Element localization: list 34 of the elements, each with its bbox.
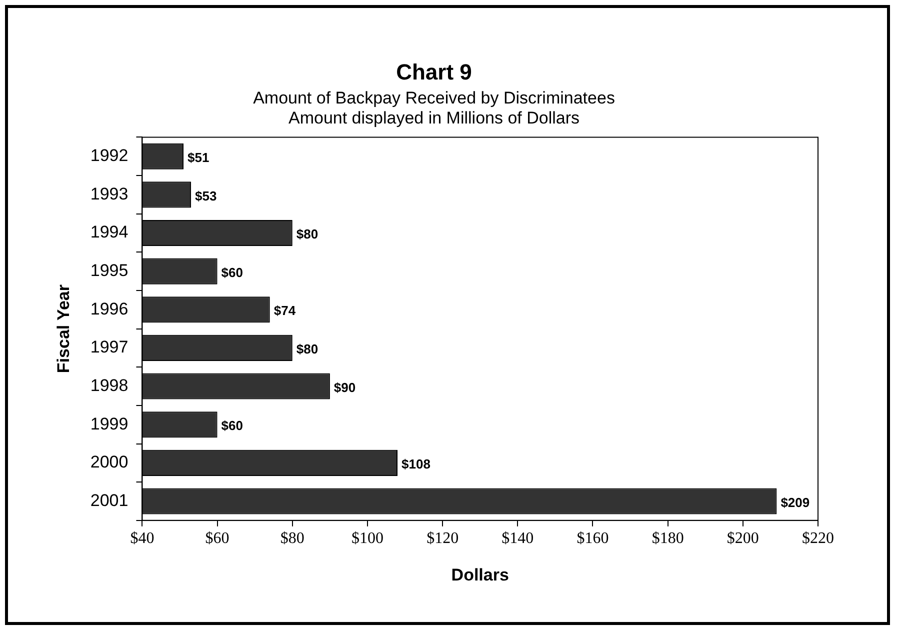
x-tick-label: $220 [802, 530, 834, 548]
x-tick-label: $40 [130, 530, 154, 548]
y-axis-title: Fiscal Year [54, 284, 73, 374]
y-tick-label: 1993 [90, 184, 128, 204]
chart-subtitle: Amount of Backpay Received by Discriminatees Amount displayed in Millions of Dollars [253, 88, 615, 128]
x-tick-label: $120 [426, 530, 459, 548]
x-axis-title: Dollars [451, 565, 509, 584]
data-label: $53 [195, 188, 217, 204]
data-label: $209 [780, 494, 810, 510]
data-label: $60 [221, 418, 244, 434]
x-tick-label: $140 [502, 530, 534, 548]
data-label: $60 [221, 264, 244, 280]
y-tick-label: 1996 [90, 299, 128, 318]
y-tick-label: 1997 [90, 338, 128, 357]
y-tick-label: 1994 [90, 222, 128, 242]
x-tick-label: $180 [652, 530, 684, 548]
y-tick-label: 1998 [90, 376, 128, 395]
data-label: $74 [274, 303, 296, 318]
x-tick-label: $60 [205, 530, 230, 548]
data-label: $108 [402, 456, 430, 472]
x-tick-label: $160 [576, 530, 609, 548]
data-label: $51 [188, 150, 210, 165]
y-tick-label: 1992 [90, 146, 128, 166]
x-tick-label: $100 [351, 530, 384, 548]
y-tick-label: 1999 [90, 414, 128, 434]
data-label: $80 [296, 342, 318, 357]
x-tick-label: $200 [726, 530, 759, 548]
data-label: $90 [334, 380, 356, 395]
x-tick-label: $80 [280, 530, 304, 548]
y-tick-label: 2001 [90, 490, 128, 510]
chart-title: Chart 9 [396, 59, 472, 84]
y-tick-label: 1995 [90, 261, 128, 280]
y-tick-label: 2000 [90, 452, 128, 472]
data-label: $80 [296, 226, 318, 242]
